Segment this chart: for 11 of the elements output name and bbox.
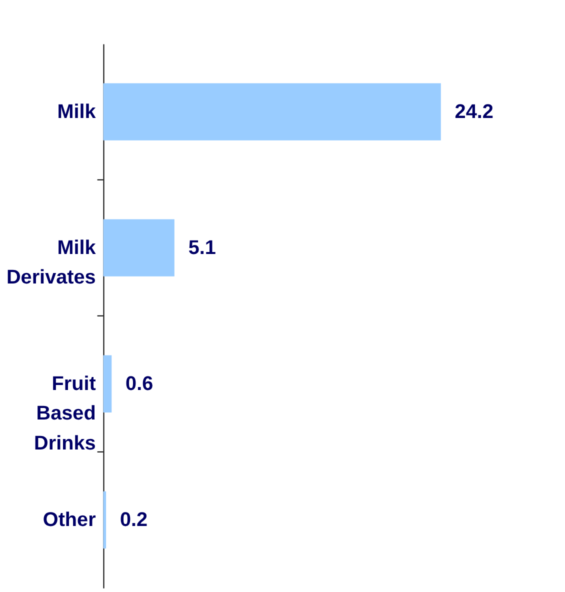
data-label: 5.1	[188, 236, 216, 259]
data-label: 0.6	[126, 372, 154, 395]
data-label: 24.2	[454, 100, 494, 123]
bar	[103, 355, 112, 412]
bar	[103, 83, 441, 140]
y-tick-label: Fruit Based Drinks	[34, 372, 96, 454]
y-tick-label: Other	[42, 508, 96, 531]
y-tick-label: Milk Derivates	[6, 236, 97, 289]
y-tick-label: Milk	[57, 100, 97, 123]
bar	[103, 219, 174, 276]
data-label: 0.2	[120, 508, 148, 531]
